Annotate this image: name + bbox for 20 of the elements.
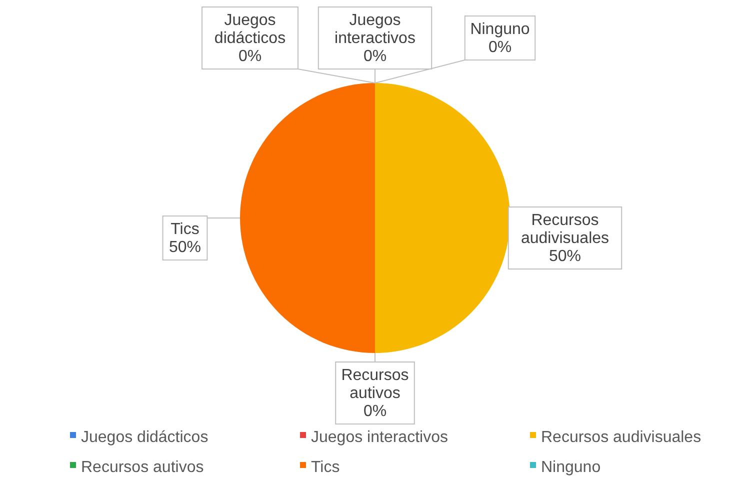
category-label: Juegos didácticos <box>214 12 286 48</box>
slice-label: Recursos audivisuales <box>520 212 610 248</box>
category-label: Recursos autivos <box>341 367 409 402</box>
pie-slice <box>375 83 510 353</box>
data-label: 50% <box>548 248 582 266</box>
data-label: 50% <box>168 239 202 256</box>
legend-label: Juegos didácticos <box>81 429 208 446</box>
text: 0% <box>363 48 387 66</box>
category-label: Juegos interactivos <box>334 12 416 48</box>
text: 0% <box>238 48 262 66</box>
text: 0% <box>488 39 512 56</box>
legend-label: Ninguno <box>541 459 601 476</box>
pie-slice <box>240 83 375 353</box>
legend-label: Recursos autivos <box>81 459 204 476</box>
legend-label: Recursos audivisuales <box>541 429 702 446</box>
text: 0% <box>363 403 387 420</box>
legend-label: Juegos interactivos <box>311 429 448 446</box>
slice-label: Tics <box>170 221 200 238</box>
legend-label: Tics <box>311 459 340 476</box>
category-label: Ninguno <box>470 21 530 38</box>
